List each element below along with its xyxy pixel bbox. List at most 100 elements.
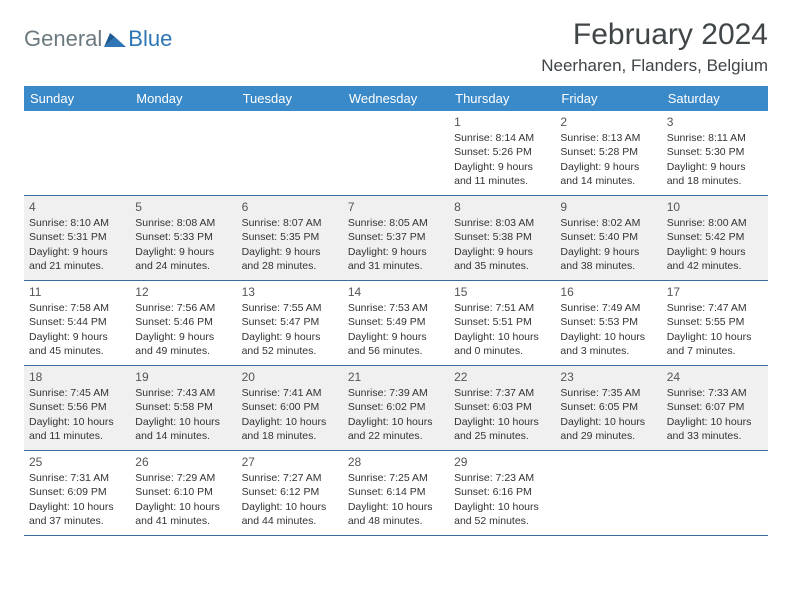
day-cell: 4Sunrise: 8:10 AMSunset: 5:31 PMDaylight… [24, 196, 130, 280]
logo-arrow-icon [104, 31, 126, 47]
day-info-line: Sunset: 5:53 PM [560, 315, 656, 329]
day-info-line: Daylight: 9 hours [454, 160, 550, 174]
day-number: 9 [560, 199, 656, 215]
day-cell: 1Sunrise: 8:14 AMSunset: 5:26 PMDaylight… [449, 111, 555, 195]
day-info-line: Sunrise: 8:03 AM [454, 216, 550, 230]
day-number: 7 [348, 199, 444, 215]
day-number: 5 [135, 199, 231, 215]
day-cell: 24Sunrise: 7:33 AMSunset: 6:07 PMDayligh… [662, 366, 768, 450]
day-info-line: Sunrise: 7:27 AM [242, 471, 338, 485]
day-info-line: and 14 minutes. [560, 174, 656, 188]
day-number: 1 [454, 114, 550, 130]
day-info-line: Sunset: 6:07 PM [667, 400, 763, 414]
day-cell: 29Sunrise: 7:23 AMSunset: 6:16 PMDayligh… [449, 451, 555, 535]
day-cell: 18Sunrise: 7:45 AMSunset: 5:56 PMDayligh… [24, 366, 130, 450]
week-row: 18Sunrise: 7:45 AMSunset: 5:56 PMDayligh… [24, 366, 768, 451]
day-info-line: Sunrise: 8:07 AM [242, 216, 338, 230]
day-info-line: Daylight: 9 hours [348, 245, 444, 259]
day-info-line: Sunset: 5:31 PM [29, 230, 125, 244]
day-info-line: Sunrise: 7:31 AM [29, 471, 125, 485]
day-info-line: Sunset: 6:09 PM [29, 485, 125, 499]
day-info-line: and 29 minutes. [560, 429, 656, 443]
day-info-line: and 37 minutes. [29, 514, 125, 528]
day-number: 26 [135, 454, 231, 470]
logo-text-blue: Blue [128, 26, 172, 52]
week-row: 1Sunrise: 8:14 AMSunset: 5:26 PMDaylight… [24, 111, 768, 196]
day-info-line: and 7 minutes. [667, 344, 763, 358]
day-info-line: and 11 minutes. [454, 174, 550, 188]
day-info-line: Sunrise: 7:41 AM [242, 386, 338, 400]
day-info-line: Daylight: 10 hours [29, 500, 125, 514]
day-info-line: Sunset: 5:42 PM [667, 230, 763, 244]
day-info-line: Daylight: 10 hours [560, 415, 656, 429]
day-info-line: Sunset: 6:02 PM [348, 400, 444, 414]
day-cell: 21Sunrise: 7:39 AMSunset: 6:02 PMDayligh… [343, 366, 449, 450]
weekday-thursday: Thursday [449, 86, 555, 111]
day-info-line: Daylight: 9 hours [135, 245, 231, 259]
day-info-line: Sunset: 5:30 PM [667, 145, 763, 159]
day-info-line: Sunrise: 8:13 AM [560, 131, 656, 145]
day-info-line: Sunset: 5:33 PM [135, 230, 231, 244]
day-info-line: Sunset: 5:56 PM [29, 400, 125, 414]
day-number: 29 [454, 454, 550, 470]
week-row: 25Sunrise: 7:31 AMSunset: 6:09 PMDayligh… [24, 451, 768, 536]
day-info-line: and 38 minutes. [560, 259, 656, 273]
day-number: 24 [667, 369, 763, 385]
day-info-line: Sunset: 6:14 PM [348, 485, 444, 499]
day-info-line: and 42 minutes. [667, 259, 763, 273]
day-info-line: Sunset: 5:44 PM [29, 315, 125, 329]
day-info-line: Sunset: 5:46 PM [135, 315, 231, 329]
day-cell: 6Sunrise: 8:07 AMSunset: 5:35 PMDaylight… [237, 196, 343, 280]
day-info-line: Sunrise: 8:05 AM [348, 216, 444, 230]
day-info-line: Daylight: 9 hours [242, 330, 338, 344]
title-block: February 2024 Neerharen, Flanders, Belgi… [541, 18, 768, 76]
day-info-line: and 28 minutes. [242, 259, 338, 273]
day-info-line: and 3 minutes. [560, 344, 656, 358]
day-cell: 27Sunrise: 7:27 AMSunset: 6:12 PMDayligh… [237, 451, 343, 535]
day-number: 21 [348, 369, 444, 385]
day-number: 27 [242, 454, 338, 470]
day-info-line: and 56 minutes. [348, 344, 444, 358]
day-info-line: and 21 minutes. [29, 259, 125, 273]
day-cell: 15Sunrise: 7:51 AMSunset: 5:51 PMDayligh… [449, 281, 555, 365]
day-number: 2 [560, 114, 656, 130]
day-cell: 7Sunrise: 8:05 AMSunset: 5:37 PMDaylight… [343, 196, 449, 280]
weekday-header-row: Sunday Monday Tuesday Wednesday Thursday… [24, 86, 768, 111]
day-info-line: Daylight: 10 hours [348, 415, 444, 429]
day-info-line: Sunset: 5:49 PM [348, 315, 444, 329]
day-info-line: Daylight: 9 hours [454, 245, 550, 259]
day-number: 11 [29, 284, 125, 300]
day-info-line: Daylight: 9 hours [667, 160, 763, 174]
day-info-line: and 52 minutes. [454, 514, 550, 528]
day-info-line: Sunset: 5:55 PM [667, 315, 763, 329]
day-number: 28 [348, 454, 444, 470]
day-cell: 5Sunrise: 8:08 AMSunset: 5:33 PMDaylight… [130, 196, 236, 280]
day-info-line: Sunrise: 7:23 AM [454, 471, 550, 485]
day-info-line: Sunset: 6:12 PM [242, 485, 338, 499]
day-info-line: Daylight: 9 hours [29, 330, 125, 344]
day-info-line: Sunrise: 7:58 AM [29, 301, 125, 315]
day-number: 15 [454, 284, 550, 300]
day-info-line: Sunrise: 7:37 AM [454, 386, 550, 400]
day-cell: 11Sunrise: 7:58 AMSunset: 5:44 PMDayligh… [24, 281, 130, 365]
location: Neerharen, Flanders, Belgium [541, 56, 768, 76]
day-info-line: Sunrise: 7:39 AM [348, 386, 444, 400]
day-info-line: Sunrise: 8:10 AM [29, 216, 125, 230]
day-info-line: and 48 minutes. [348, 514, 444, 528]
day-cell [130, 111, 236, 195]
day-info-line: Sunrise: 7:49 AM [560, 301, 656, 315]
day-info-line: Daylight: 9 hours [348, 330, 444, 344]
logo: General Blue [24, 26, 172, 52]
day-cell: 12Sunrise: 7:56 AMSunset: 5:46 PMDayligh… [130, 281, 236, 365]
day-number: 12 [135, 284, 231, 300]
day-info-line: Daylight: 10 hours [454, 330, 550, 344]
calendar: Sunday Monday Tuesday Wednesday Thursday… [24, 86, 768, 536]
day-number: 20 [242, 369, 338, 385]
day-info-line: Sunset: 6:03 PM [454, 400, 550, 414]
day-info-line: and 0 minutes. [454, 344, 550, 358]
day-info-line: Daylight: 10 hours [454, 500, 550, 514]
weekday-tuesday: Tuesday [237, 86, 343, 111]
day-info-line: Sunrise: 7:25 AM [348, 471, 444, 485]
day-info-line: Sunset: 5:35 PM [242, 230, 338, 244]
day-number: 23 [560, 369, 656, 385]
